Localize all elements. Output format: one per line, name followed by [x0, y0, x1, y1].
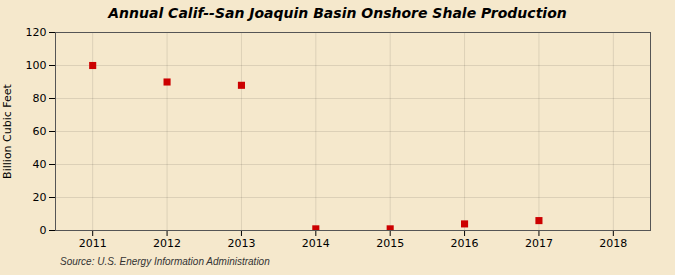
svg-text:0: 0: [40, 224, 47, 237]
html-text:Source: U.S. Energy Informatio: Source: U.S. Energy Information Administ…: [60, 256, 270, 267]
svg-text:60: 60: [33, 125, 47, 138]
svg-text:100: 100: [26, 59, 47, 72]
svg-text:2011: 2011: [79, 237, 107, 250]
svg-text:2018: 2018: [599, 237, 627, 250]
svg-text:20: 20: [33, 191, 47, 204]
svg-text:2013: 2013: [227, 237, 255, 250]
svg-text:120: 120: [26, 26, 47, 39]
svg-text:2017: 2017: [525, 237, 553, 250]
svg-text:Billion Cubic Feet: Billion Cubic Feet: [1, 83, 14, 178]
svg-text:2012: 2012: [153, 237, 181, 250]
svg-text:2015: 2015: [376, 237, 404, 250]
svg-text:2014: 2014: [302, 237, 330, 250]
svg-text:40: 40: [33, 158, 47, 171]
html-text:Annual Calif--San Joaquin Basi: Annual Calif--San Joaquin Basin Onshore …: [108, 5, 567, 21]
svg-text:80: 80: [33, 92, 47, 105]
svg-text:2016: 2016: [451, 237, 479, 250]
